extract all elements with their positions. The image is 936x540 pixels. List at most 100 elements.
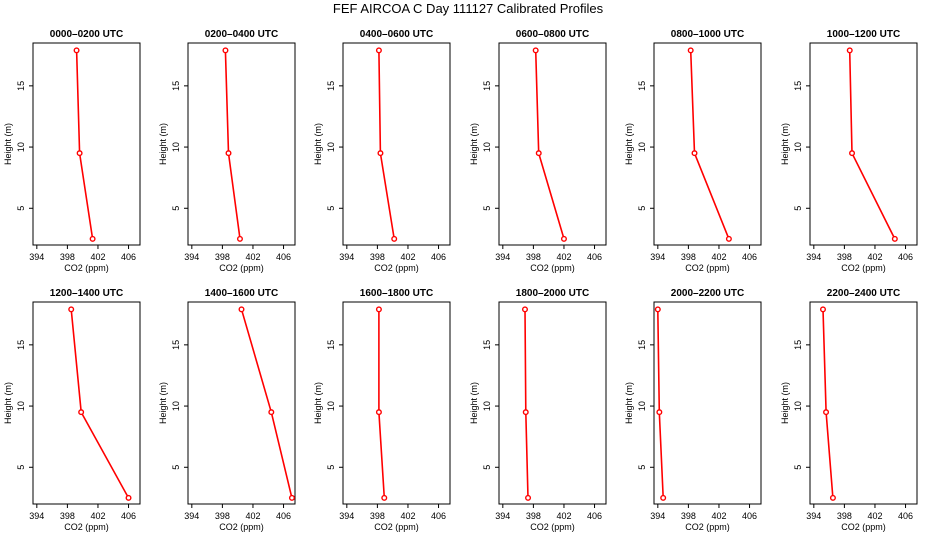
- data-point: [375, 306, 382, 313]
- profile-line: [378, 309, 386, 498]
- x-tick-label: 406: [587, 511, 602, 521]
- plot-frame: [498, 42, 607, 246]
- x-tick-label: 406: [898, 252, 913, 262]
- x-tick-label: 402: [556, 511, 571, 521]
- profile-line: [224, 50, 241, 240]
- y-axis-label: Height (m): [624, 123, 634, 165]
- data-point: [73, 47, 80, 54]
- y-tick-label: 5: [637, 206, 647, 211]
- x-tick-label: 398: [60, 252, 75, 262]
- panel-title: 1600–1800 UTC: [360, 288, 433, 299]
- x-tick-label: 402: [867, 511, 882, 521]
- data-point: [691, 150, 698, 157]
- x-tick-label: 406: [898, 511, 913, 521]
- plot-frame: [809, 301, 918, 505]
- plot-frame: [653, 42, 762, 246]
- y-tick-label: 10: [16, 401, 26, 411]
- data-point: [377, 150, 384, 157]
- panel-title: 1400–1600 UTC: [205, 288, 278, 299]
- x-axis-label: CO2 (ppm): [841, 263, 886, 273]
- y-tick-label: 15: [793, 340, 803, 350]
- panel-title: 0600–0800 UTC: [516, 29, 589, 40]
- plot-frame: [653, 301, 762, 505]
- data-point: [532, 47, 539, 54]
- data-point: [656, 409, 663, 416]
- y-tick-label: 10: [482, 401, 492, 411]
- panel-title: 0800–1000 UTC: [671, 29, 744, 40]
- y-tick-label: 5: [171, 206, 181, 211]
- x-axis-label: CO2 (ppm): [64, 522, 109, 532]
- data-point: [525, 494, 532, 501]
- panel-6: 1000–1200 UTC 394 398 402 406 CO2 (ppm) 5 10 15 H…: [780, 29, 918, 273]
- data-point: [381, 494, 388, 501]
- data-point: [829, 494, 836, 501]
- y-axis-label: Height (m): [3, 123, 13, 165]
- y-tick-label: 10: [637, 401, 647, 411]
- data-point: [391, 235, 398, 242]
- x-tick-label: 394: [29, 252, 44, 262]
- panel-title: 0200–0400 UTC: [205, 29, 278, 40]
- data-point: [819, 306, 826, 313]
- x-axis-label: CO2 (ppm): [64, 263, 109, 273]
- x-tick-label: 402: [90, 252, 105, 262]
- panel-title: 2200–2400 UTC: [827, 288, 900, 299]
- y-axis-label: Height (m): [469, 382, 479, 424]
- x-tick-label: 398: [837, 252, 852, 262]
- data-point: [654, 306, 661, 313]
- plot-frame: [342, 42, 451, 246]
- x-tick-label: 406: [276, 252, 291, 262]
- y-axis-label: Height (m): [3, 382, 13, 424]
- y-tick-label: 5: [793, 465, 803, 470]
- x-axis-label: CO2 (ppm): [530, 263, 575, 273]
- y-axis-label: Height (m): [780, 123, 790, 165]
- panel-10: 1800–2000 UTC 394 398 402 406 CO2 (ppm) 5 10 15 H…: [469, 288, 607, 532]
- panel-11: 2000–2200 UTC 394 398 402 406 CO2 (ppm) 5 10 15 H…: [624, 288, 762, 532]
- x-tick-label: 402: [711, 511, 726, 521]
- x-tick-label: 406: [587, 252, 602, 262]
- profile-line: [75, 50, 94, 240]
- y-tick-label: 5: [637, 465, 647, 470]
- plot-frame: [32, 42, 141, 246]
- x-tick-label: 394: [339, 511, 354, 521]
- x-tick-label: 406: [121, 252, 136, 262]
- data-point: [660, 494, 667, 501]
- data-point: [560, 235, 567, 242]
- x-tick-label: 398: [60, 511, 75, 521]
- y-axis-label: Height (m): [469, 123, 479, 165]
- x-tick-label: 402: [245, 511, 260, 521]
- y-axis-label: Height (m): [313, 123, 323, 165]
- x-axis-label: CO2 (ppm): [374, 263, 419, 273]
- plot-frame: [498, 301, 607, 505]
- x-tick-label: 398: [681, 511, 696, 521]
- x-tick-label: 398: [837, 511, 852, 521]
- x-tick-label: 406: [742, 511, 757, 521]
- y-tick-label: 10: [326, 142, 336, 152]
- profile-line: [657, 309, 664, 498]
- x-tick-label: 394: [495, 252, 510, 262]
- profile-line: [689, 50, 730, 240]
- x-axis-label: CO2 (ppm): [685, 263, 730, 273]
- y-tick-label: 10: [793, 401, 803, 411]
- x-tick-label: 406: [431, 252, 446, 262]
- y-tick-label: 10: [637, 142, 647, 152]
- x-tick-label: 402: [556, 252, 571, 262]
- y-tick-label: 15: [482, 81, 492, 91]
- y-tick-label: 15: [637, 81, 647, 91]
- y-tick-label: 15: [171, 81, 181, 91]
- x-tick-label: 394: [29, 511, 44, 521]
- panel-title: 1000–1200 UTC: [827, 29, 900, 40]
- plot-frame: [187, 42, 296, 246]
- x-tick-label: 394: [806, 252, 821, 262]
- data-point: [225, 150, 232, 157]
- panel-title: 2000–2200 UTC: [671, 288, 744, 299]
- y-tick-label: 5: [793, 206, 803, 211]
- x-tick-label: 406: [121, 511, 136, 521]
- panel-title: 0000–0200 UTC: [50, 29, 123, 40]
- y-axis-label: Height (m): [158, 382, 168, 424]
- data-point: [521, 306, 528, 313]
- data-point: [375, 47, 382, 54]
- y-axis-label: Height (m): [624, 382, 634, 424]
- x-axis-label: CO2 (ppm): [530, 522, 575, 532]
- profile-line: [378, 50, 395, 240]
- data-point: [222, 47, 229, 54]
